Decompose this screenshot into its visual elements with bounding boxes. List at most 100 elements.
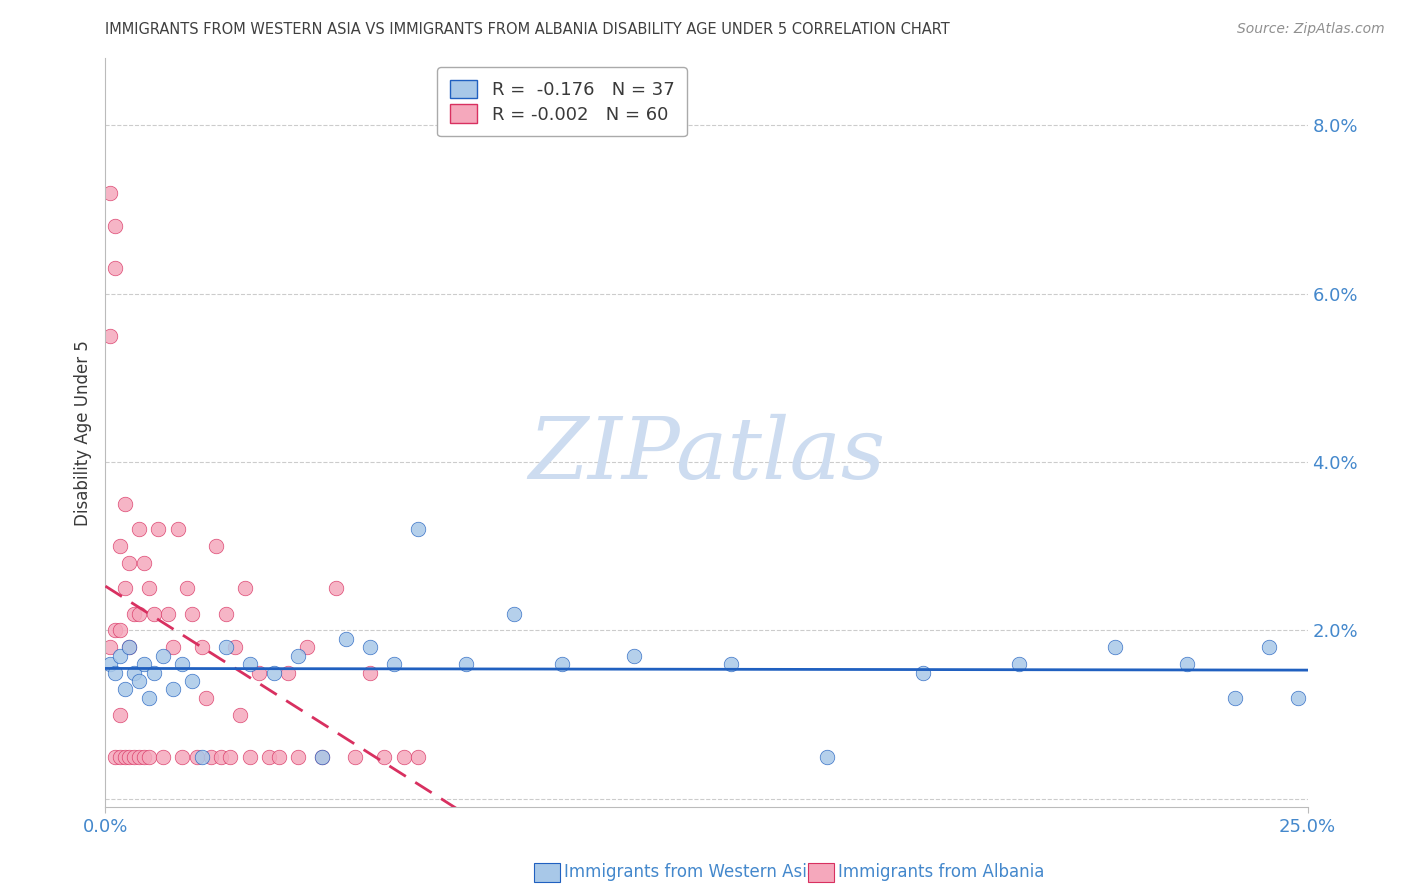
Point — [118, 749, 141, 764]
Point — [114, 749, 136, 764]
Point — [454, 657, 477, 672]
Point — [359, 640, 381, 655]
Point — [98, 657, 121, 672]
Point — [190, 749, 212, 764]
Point — [124, 607, 146, 621]
Point — [219, 749, 242, 764]
Point — [209, 749, 232, 764]
Text: Immigrants from Albania: Immigrants from Albania — [838, 863, 1045, 881]
Point — [257, 749, 280, 764]
Point — [104, 261, 127, 276]
Point — [104, 749, 127, 764]
Point — [108, 539, 131, 553]
Point — [128, 523, 150, 537]
Point — [200, 749, 222, 764]
Point — [392, 749, 415, 764]
Point — [172, 749, 194, 764]
Point — [138, 582, 160, 596]
Point — [224, 640, 246, 655]
Point — [148, 523, 170, 537]
Point — [267, 749, 290, 764]
Point — [911, 665, 934, 680]
Point — [382, 657, 405, 672]
Point — [128, 607, 150, 621]
Text: Immigrants from Western Asia: Immigrants from Western Asia — [564, 863, 817, 881]
Point — [373, 749, 395, 764]
Point — [287, 749, 309, 764]
Point — [623, 648, 645, 663]
Point — [128, 673, 150, 688]
Point — [114, 682, 136, 697]
Point — [311, 749, 333, 764]
Point — [108, 624, 131, 638]
Point — [172, 657, 194, 672]
Text: ZIPatlas: ZIPatlas — [527, 414, 886, 497]
Point — [181, 607, 204, 621]
Point — [98, 186, 121, 200]
Point — [162, 682, 184, 697]
Point — [104, 665, 127, 680]
Point — [118, 640, 141, 655]
Point — [233, 582, 256, 596]
Point — [108, 707, 131, 722]
Point — [142, 665, 165, 680]
Point — [132, 749, 155, 764]
Point — [128, 749, 150, 764]
Point — [152, 648, 174, 663]
Point — [1175, 657, 1198, 672]
Point — [335, 632, 357, 646]
Point — [108, 648, 131, 663]
Point — [98, 640, 121, 655]
Text: Source: ZipAtlas.com: Source: ZipAtlas.com — [1237, 22, 1385, 37]
Point — [1008, 657, 1031, 672]
Point — [156, 607, 179, 621]
Point — [277, 665, 299, 680]
Point — [503, 607, 526, 621]
Point — [124, 665, 146, 680]
Text: IMMIGRANTS FROM WESTERN ASIA VS IMMIGRANTS FROM ALBANIA DISABILITY AGE UNDER 5 C: IMMIGRANTS FROM WESTERN ASIA VS IMMIGRAN… — [105, 22, 950, 37]
Legend: R =  -0.176   N = 37, R = -0.002   N = 60: R = -0.176 N = 37, R = -0.002 N = 60 — [437, 67, 688, 136]
Point — [108, 749, 131, 764]
Point — [114, 497, 136, 511]
Y-axis label: Disability Age Under 5: Disability Age Under 5 — [75, 340, 93, 525]
Point — [138, 690, 160, 705]
Point — [214, 640, 236, 655]
Point — [186, 749, 208, 764]
Point — [1286, 690, 1309, 705]
Point — [239, 657, 262, 672]
Point — [214, 607, 236, 621]
Point — [1104, 640, 1126, 655]
Point — [142, 607, 165, 621]
Point — [152, 749, 174, 764]
Point — [104, 624, 127, 638]
Point — [311, 749, 333, 764]
Point — [551, 657, 574, 672]
Point — [132, 657, 155, 672]
Point — [205, 539, 228, 553]
Point — [287, 648, 309, 663]
Point — [720, 657, 742, 672]
Point — [98, 328, 121, 343]
Point — [138, 749, 160, 764]
Point — [815, 749, 838, 764]
Point — [124, 749, 146, 764]
Point — [162, 640, 184, 655]
Point — [190, 640, 212, 655]
Point — [104, 219, 127, 234]
Point — [263, 665, 285, 680]
Point — [247, 665, 270, 680]
Point — [195, 690, 218, 705]
Point — [1258, 640, 1281, 655]
Point — [118, 640, 141, 655]
Point — [176, 582, 198, 596]
Point — [229, 707, 252, 722]
Point — [114, 582, 136, 596]
Point — [132, 556, 155, 570]
Point — [239, 749, 262, 764]
Point — [181, 673, 204, 688]
Point — [166, 523, 188, 537]
Point — [325, 582, 347, 596]
Point — [406, 749, 429, 764]
Point — [118, 556, 141, 570]
Point — [1225, 690, 1247, 705]
